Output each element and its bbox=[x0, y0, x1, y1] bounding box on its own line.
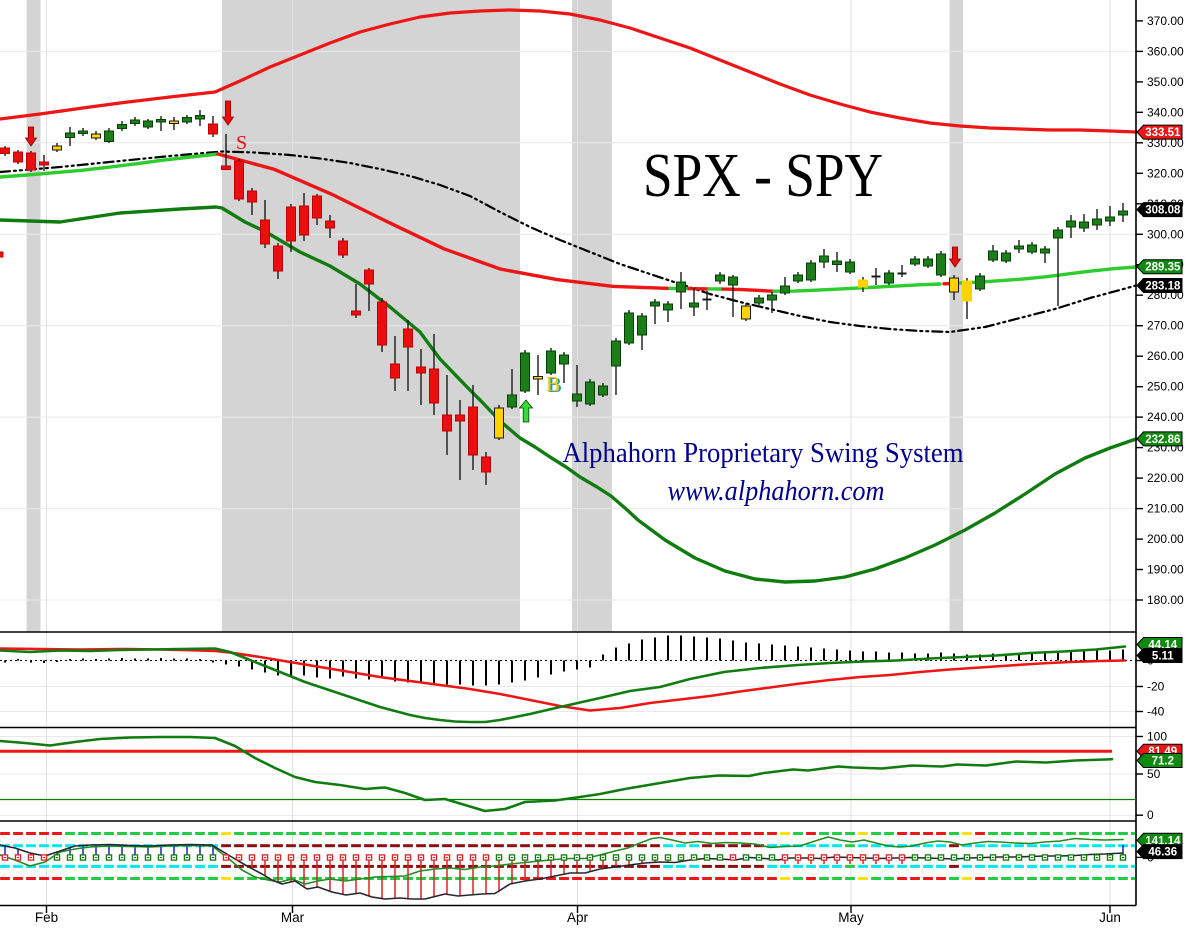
svg-text:350.00: 350.00 bbox=[1147, 75, 1184, 89]
svg-text:370.00: 370.00 bbox=[1147, 14, 1184, 28]
svg-text:50: 50 bbox=[1147, 767, 1161, 781]
svg-text:190.00: 190.00 bbox=[1147, 563, 1184, 577]
svg-text:-40: -40 bbox=[1147, 705, 1165, 719]
svg-text:360.00: 360.00 bbox=[1147, 44, 1184, 58]
svg-text:180.00: 180.00 bbox=[1147, 593, 1184, 607]
svg-text:71.2: 71.2 bbox=[1152, 756, 1174, 768]
svg-text:Mar: Mar bbox=[281, 910, 305, 925]
svg-text:240.00: 240.00 bbox=[1147, 410, 1184, 424]
svg-text:289.35: 289.35 bbox=[1145, 262, 1181, 274]
svg-text:220.00: 220.00 bbox=[1147, 471, 1184, 485]
svg-text:0: 0 bbox=[1147, 808, 1154, 822]
svg-text:Jun: Jun bbox=[1099, 910, 1121, 925]
svg-text:SPX - SPY: SPX - SPY bbox=[643, 142, 883, 210]
svg-text:340.00: 340.00 bbox=[1147, 105, 1184, 119]
svg-text:283.18: 283.18 bbox=[1145, 281, 1181, 293]
svg-text:46.36: 46.36 bbox=[1148, 847, 1177, 859]
svg-text:250.00: 250.00 bbox=[1147, 380, 1184, 394]
svg-text:260.00: 260.00 bbox=[1147, 349, 1184, 363]
svg-text:200.00: 200.00 bbox=[1147, 532, 1184, 546]
svg-text:300.00: 300.00 bbox=[1147, 227, 1184, 241]
svg-text:Alphahorn Proprietary Swing Sy: Alphahorn Proprietary Swing System bbox=[563, 438, 964, 469]
svg-text:www.alphahorn.com: www.alphahorn.com bbox=[668, 476, 885, 507]
svg-text:320.00: 320.00 bbox=[1147, 166, 1184, 180]
svg-text:Apr: Apr bbox=[567, 910, 589, 925]
svg-text:100: 100 bbox=[1147, 730, 1167, 744]
svg-text:S: S bbox=[236, 132, 247, 154]
svg-text:232.86: 232.86 bbox=[1145, 434, 1180, 446]
svg-text:5.11: 5.11 bbox=[1152, 651, 1174, 663]
svg-text:270.00: 270.00 bbox=[1147, 319, 1184, 333]
svg-text:308.08: 308.08 bbox=[1145, 205, 1181, 217]
svg-text:B: B bbox=[548, 373, 562, 397]
svg-text:333.51: 333.51 bbox=[1145, 127, 1181, 139]
svg-text:210.00: 210.00 bbox=[1147, 502, 1184, 516]
svg-text:B: B bbox=[546, 372, 560, 396]
svg-text:-20: -20 bbox=[1147, 680, 1165, 694]
svg-text:May: May bbox=[838, 910, 864, 925]
svg-text:Feb: Feb bbox=[35, 910, 58, 925]
